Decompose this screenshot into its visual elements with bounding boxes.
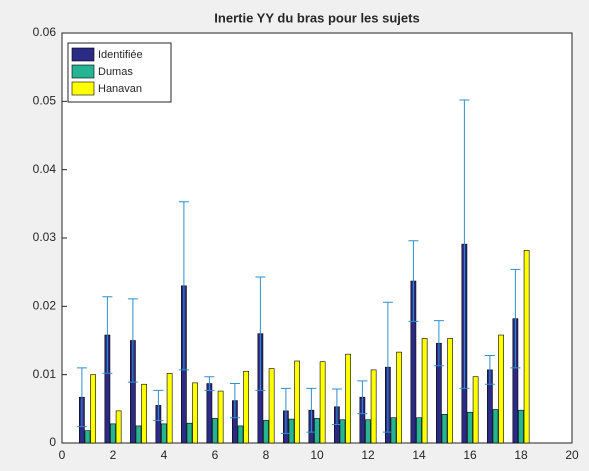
chart-title: Inertie YY du bras pour les sujets [214, 10, 419, 25]
x-tick-label: 6 [212, 448, 219, 462]
x-tick-label: 18 [514, 448, 528, 462]
error-bar [153, 389, 164, 421]
bar [110, 423, 116, 444]
bar [237, 425, 244, 444]
bar [243, 370, 249, 444]
y-tick-label: 0.03 [33, 230, 57, 244]
bar [288, 418, 295, 444]
x-tick-label: 16 [463, 448, 477, 462]
bar [345, 353, 351, 444]
bar [518, 409, 524, 444]
legend-label: Identifiée [98, 49, 143, 61]
bar [166, 372, 173, 444]
y-tick-label: 0.02 [33, 299, 57, 313]
bar [492, 409, 499, 444]
x-tick-label: 10 [310, 448, 324, 462]
bar [268, 368, 275, 444]
bar [161, 423, 167, 444]
error-bar [280, 387, 291, 434]
legend-swatch [71, 64, 95, 79]
error-bar [255, 276, 266, 391]
bar [396, 351, 402, 444]
error-bar [76, 367, 87, 428]
bar [523, 250, 530, 444]
bar [467, 411, 473, 444]
bar [339, 419, 346, 444]
error-bar [229, 383, 240, 419]
legend-label: Dumas [98, 66, 133, 78]
bar [90, 374, 96, 444]
error-bar [510, 268, 521, 369]
error-bar [178, 201, 189, 371]
bar [217, 390, 224, 444]
y-tick-label: 0.01 [33, 367, 57, 381]
bar [390, 417, 397, 444]
bar [416, 417, 422, 444]
legend-swatch [71, 81, 95, 96]
y-tick-label: 0.05 [33, 94, 57, 108]
bar [192, 382, 198, 444]
bar [365, 419, 371, 444]
bar [212, 418, 218, 444]
bar [447, 338, 453, 444]
y-tick-label: 0 [49, 435, 56, 449]
y-tick-label: 0.04 [33, 162, 57, 176]
error-bar [433, 320, 444, 367]
bar [421, 338, 428, 444]
x-tick-label: 14 [412, 448, 426, 462]
bar [84, 430, 91, 444]
error-bar [306, 387, 317, 433]
bar [135, 425, 142, 444]
bar [141, 383, 147, 444]
bar [263, 420, 269, 444]
error-bar [127, 298, 138, 383]
x-tick-label: 0 [59, 448, 66, 462]
bar [294, 360, 300, 444]
y-tick-label: 0.06 [33, 25, 57, 39]
error-bar [408, 240, 419, 322]
x-tick-label: 8 [263, 448, 270, 462]
bar [314, 418, 320, 444]
legend-swatch [71, 47, 95, 62]
x-tick-label: 12 [361, 448, 375, 462]
error-bar [484, 355, 495, 385]
bar [186, 422, 193, 444]
x-tick-label: 4 [161, 448, 168, 462]
error-bar [357, 380, 368, 415]
bar [206, 383, 213, 444]
bar [319, 361, 326, 444]
error-bar [459, 99, 470, 389]
bar [115, 410, 122, 444]
bar [498, 334, 504, 444]
error-bar [204, 376, 215, 391]
bar [441, 413, 448, 444]
error-bar [102, 296, 113, 374]
legend-label: Hanavan [98, 83, 142, 95]
x-tick-label: 20 [565, 448, 579, 462]
bar [472, 376, 479, 444]
error-bar [382, 301, 393, 433]
x-tick-label: 2 [110, 448, 117, 462]
bar [370, 369, 377, 444]
error-bar [331, 388, 342, 426]
